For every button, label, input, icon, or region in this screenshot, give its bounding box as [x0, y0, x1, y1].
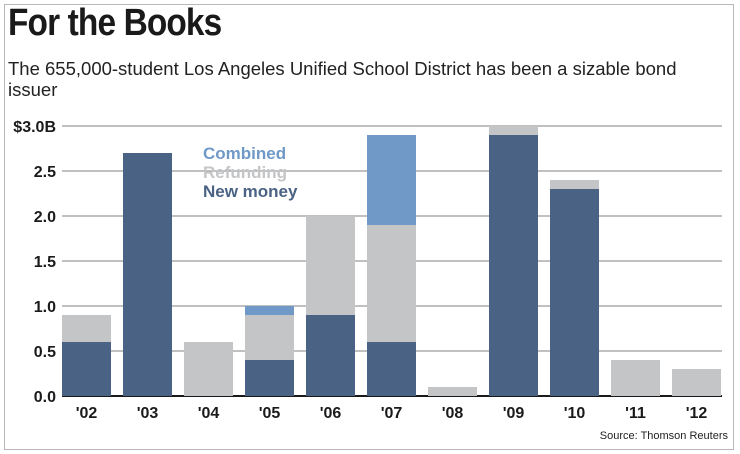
y-tick-label: 0.0: [34, 389, 56, 406]
bar-refunding: [306, 216, 355, 315]
bar-refunding: [489, 126, 538, 135]
bar-refunding: [428, 387, 477, 396]
bar-new-money: [245, 360, 294, 396]
x-tick-label: '02: [76, 405, 98, 422]
bar-refunding: [245, 315, 294, 360]
bar-new-money: [123, 153, 172, 396]
y-tick-label: 1.0: [34, 299, 56, 316]
bar-refunding: [611, 360, 660, 396]
bar-combined: [367, 135, 416, 225]
bar-new-money: [367, 342, 416, 396]
x-tick-label: '06: [320, 405, 342, 422]
source-note: Source: Thomson Reuters: [599, 430, 728, 442]
bar-refunding: [550, 180, 599, 189]
x-tick-label: '10: [564, 405, 586, 422]
legend-item-new-money: New money: [203, 182, 298, 201]
x-tick-label: '09: [503, 405, 525, 422]
y-tick-label: 0.5: [34, 344, 56, 361]
x-tick-label: '05: [259, 405, 281, 422]
chart-title: For the Books: [8, 2, 222, 44]
y-tick-label: 2.5: [34, 164, 56, 181]
y-axis-ticks: 0.0 0.5 1.0 1.5 2.0 2.5 $3.0B: [13, 119, 56, 406]
bar-refunding: [184, 342, 233, 396]
x-tick-label: '04: [198, 405, 220, 422]
bar-refunding: [367, 225, 416, 342]
legend-item-combined: Combined: [203, 144, 286, 163]
bar-new-money: [62, 342, 111, 396]
y-tick-label: $3.0B: [13, 119, 56, 136]
x-tick-label: '08: [442, 405, 464, 422]
bar-new-money: [550, 189, 599, 396]
x-tick-label: '03: [137, 405, 159, 422]
y-tick-label: 2.0: [34, 209, 56, 226]
x-axis-ticks: '02 '03 '04 '05 '06 '07 '08 '09 '10 '11 '12: [76, 405, 708, 422]
bars: [62, 126, 721, 396]
x-tick-label: '12: [686, 405, 708, 422]
legend-item-refunding: Refunding: [203, 163, 287, 182]
x-tick-label: '11: [625, 405, 646, 422]
bar-refunding: [62, 315, 111, 342]
bar-refunding: [672, 369, 721, 396]
bar-combined: [245, 306, 294, 315]
chart-subtitle: The 655,000-student Los Angeles Unified …: [8, 58, 677, 100]
y-tick-label: 1.5: [34, 254, 56, 271]
bar-new-money: [489, 135, 538, 396]
bar-new-money: [306, 315, 355, 396]
x-tick-label: '07: [381, 405, 403, 422]
